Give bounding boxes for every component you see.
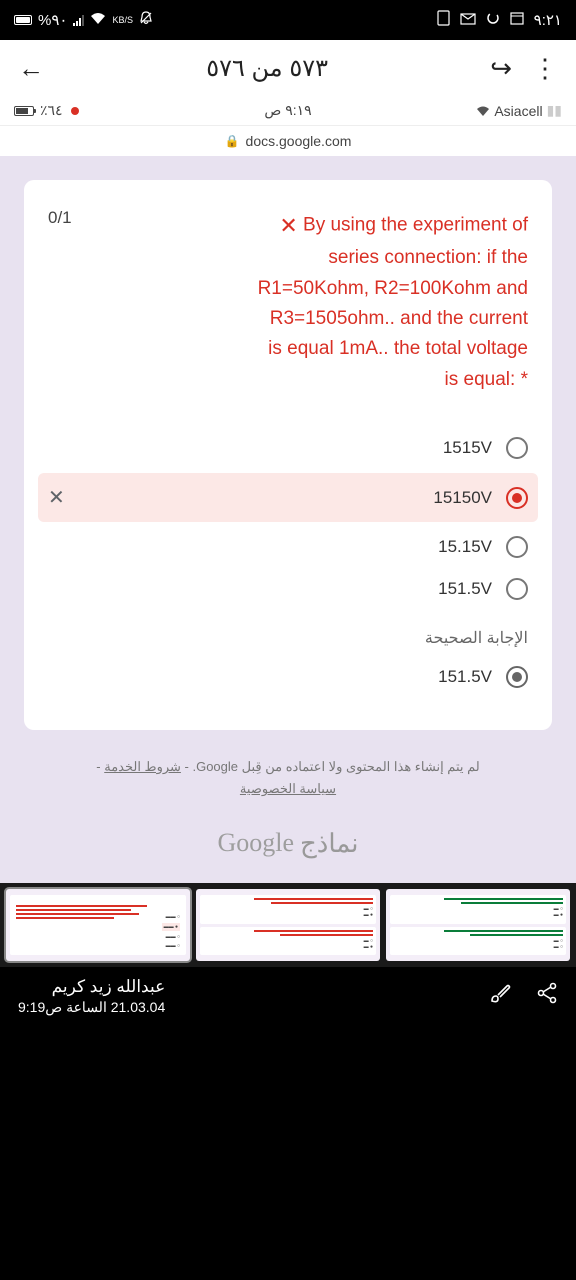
option-4-label: 151.5V	[48, 579, 492, 599]
disclaimer-line1: لم يتم إنشاء هذا المحتوى ولا اعتماده من …	[181, 759, 480, 774]
signal-icon	[73, 14, 84, 26]
app-header: ← ٥٧٣ من ٥٧٦ ↪ ⋮	[0, 40, 576, 96]
phone-icon	[437, 10, 450, 30]
q-line5: is equal 1mA.. the total voltage	[268, 338, 528, 359]
option-2-wrong[interactable]: ✕ 15150V	[38, 473, 538, 522]
battery-percent: %٩٠	[38, 11, 67, 29]
question-text: By using the experiment of ✕ series conn…	[88, 208, 528, 395]
q-line1: By using the experiment of	[303, 215, 528, 236]
radio-unchecked-icon	[506, 536, 528, 558]
tab-thumbnail-1[interactable]: ▬▬ ○ ▬▬ ● ▬▬ ○ ▬▬ ○	[6, 889, 190, 961]
q-line4: R3=1505ohm.. and the current	[270, 308, 528, 329]
tab-time: ٩:١٩ ص	[264, 102, 311, 119]
form-body: 0/1 By using the experiment of ✕ series …	[0, 156, 576, 883]
lock-icon: 🔒	[225, 134, 240, 148]
wrong-mark-icon: ✕	[48, 485, 65, 510]
forward-arrow-icon[interactable]: ↪	[490, 53, 512, 84]
record-icon	[71, 107, 79, 115]
google-word: Google	[217, 828, 294, 859]
battery-info: ٪٦٤	[14, 102, 79, 119]
tabs-strip: ▬▬ ○ ▬▬ ● ▬▬ ○ ▬▬ ○ ▬ ○▬ ● ▬ ○▬ ● ▬ ○▬ ●…	[0, 883, 576, 967]
bottom-caption: عبدالله زيد كريم 21.03.04 الساعة ص9:19	[18, 976, 165, 1016]
option-3[interactable]: 15.15V	[48, 526, 528, 568]
loading-icon	[486, 11, 500, 29]
option-1-label: 1515V	[48, 438, 492, 458]
option-2-label: 15150V	[79, 488, 492, 508]
battery-icon	[14, 15, 32, 25]
bell-icon	[139, 11, 153, 29]
carrier: Asiacell ▮▮	[476, 102, 562, 119]
q-line2: series connection: if the	[328, 247, 528, 268]
bottom-bar: عبدالله زيد كريم 21.03.04 الساعة ص9:19	[0, 967, 576, 1025]
tab-thumbnail-3[interactable]: ▬ ○▬ ● ▬ ○▬ ○	[386, 889, 570, 961]
url-text: docs.google.com	[246, 133, 352, 149]
tab-thumbnail-2[interactable]: ▬ ○▬ ● ▬ ○▬ ●	[196, 889, 380, 961]
question-card: 0/1 By using the experiment of ✕ series …	[24, 180, 552, 730]
q-asterisk: *	[521, 369, 528, 390]
signal-bars-icon: ▮▮	[547, 102, 562, 119]
privacy-link[interactable]: سياسة الخصوصية	[240, 781, 336, 796]
option-1[interactable]: 1515V	[48, 427, 528, 469]
correct-option: 151.5V	[48, 656, 528, 698]
radio-unchecked-icon	[506, 578, 528, 600]
question-score: 0/1	[48, 208, 72, 228]
url-bar[interactable]: 🔒 docs.google.com	[0, 126, 576, 156]
battery-small-icon	[14, 106, 34, 116]
mail-icon	[460, 12, 476, 29]
disclaimer-text: لم يتم إنشاء هذا المحتوى ولا اعتماده من …	[24, 756, 552, 800]
browser-info-row: ٪٦٤ ٩:١٩ ص Asiacell ▮▮	[0, 96, 576, 126]
option-3-label: 15.15V	[48, 537, 492, 557]
radio-checked-icon	[506, 487, 528, 509]
more-menu-icon[interactable]: ⋮	[532, 53, 558, 84]
wifi-icon	[90, 11, 106, 29]
back-arrow-icon[interactable]: ←	[18, 53, 44, 84]
carrier-name: Asiacell	[494, 103, 542, 119]
q-line6: :is equal	[445, 369, 516, 390]
status-bar: %٩٠ KB/S ٩:٢١	[0, 0, 576, 40]
kbs-label: KB/S	[112, 15, 133, 25]
clock-time: ٩:٢١	[534, 11, 562, 29]
google-forms-logo[interactable]: Google نماذج	[24, 828, 552, 859]
correct-option-label: 151.5V	[48, 667, 492, 687]
bottom-name: عبدالله زيد كريم	[18, 976, 165, 998]
share-icon[interactable]	[536, 982, 558, 1010]
bottom-datetime: 21.03.04 الساعة ص9:19	[18, 998, 165, 1016]
page-title: ٥٧٣ من ٥٧٦	[206, 54, 328, 83]
status-right: ٩:٢١	[437, 10, 562, 30]
option-4[interactable]: 151.5V	[48, 568, 528, 610]
forms-word: نماذج	[300, 828, 359, 859]
brush-icon[interactable]	[488, 981, 512, 1011]
status-left: %٩٠ KB/S	[14, 11, 153, 29]
q-line3: R1=50Kohm, R2=100Kohm and	[258, 278, 528, 299]
radio-correct-icon	[506, 666, 528, 688]
radio-unchecked-icon	[506, 437, 528, 459]
wifi-small-icon	[476, 103, 490, 119]
tos-link[interactable]: شروط الخدمة	[104, 759, 181, 774]
correct-answer-header: الإجابة الصحيحة	[48, 628, 528, 648]
wrong-x-icon: ✕	[279, 213, 297, 238]
calendar-icon	[510, 11, 524, 29]
battery-text: ٪٦٤	[40, 102, 63, 119]
